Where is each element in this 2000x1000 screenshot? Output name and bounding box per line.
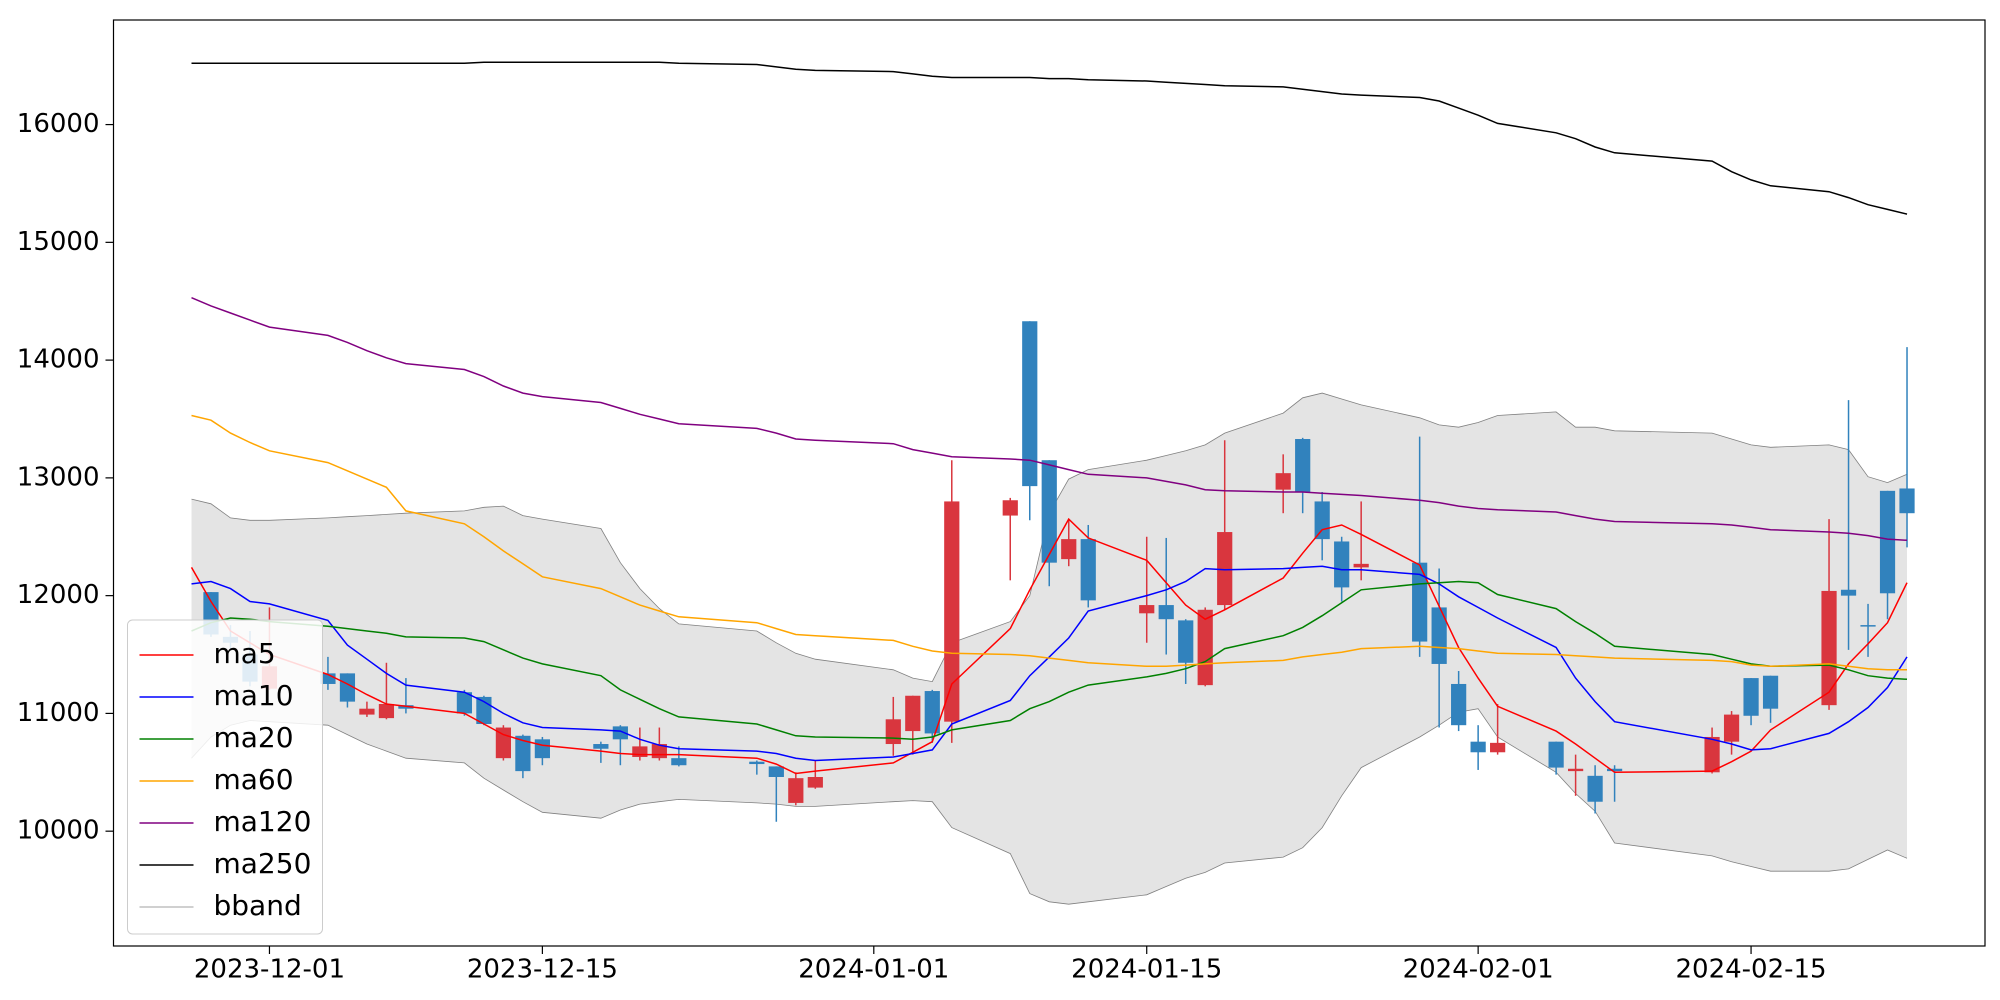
x-tick-label: 2023-12-15	[467, 955, 618, 985]
candle-body	[1275, 473, 1291, 490]
candle-body	[1879, 490, 1896, 594]
candle-body	[1061, 539, 1077, 560]
candle-body	[320, 673, 336, 684]
candle-body	[905, 695, 921, 732]
candle-body	[1821, 590, 1837, 706]
candle-body	[924, 691, 940, 734]
legend-label: bband	[214, 889, 302, 922]
y-tick-label: 11000	[17, 698, 100, 728]
candle-body	[1568, 768, 1584, 772]
legend-label: ma5	[214, 637, 276, 670]
candle-body	[1451, 683, 1467, 726]
y-tick-label: 13000	[17, 462, 100, 492]
candle-body	[534, 739, 550, 759]
candle-body	[1723, 714, 1740, 742]
candle-body	[1080, 539, 1096, 601]
candle-body	[1197, 609, 1213, 686]
candle-body	[593, 744, 609, 749]
candle-body	[1139, 605, 1155, 614]
candle-body	[1548, 741, 1564, 768]
candle-body	[1022, 321, 1038, 487]
ma-line	[191, 580, 1908, 741]
plot-frame	[112, 19, 1986, 947]
candle-body	[1002, 500, 1018, 516]
candle-body	[788, 778, 804, 803]
candle-body	[339, 673, 356, 702]
candle-body	[1041, 460, 1057, 563]
legend-label: ma120	[214, 805, 312, 838]
candle-body	[1587, 775, 1603, 802]
candle-body	[515, 735, 531, 772]
band-fill	[191, 393, 1907, 905]
candle-body	[1217, 532, 1233, 606]
candle-body	[1743, 678, 1759, 716]
x-tick-label: 2024-01-15	[1071, 955, 1222, 985]
candle-body	[1470, 741, 1486, 753]
candle-body	[944, 501, 960, 722]
candle-body	[632, 746, 648, 757]
candle-body	[359, 708, 375, 715]
candle-body	[1295, 439, 1311, 493]
candle-body	[885, 719, 901, 745]
candle-body	[1762, 675, 1779, 709]
candle-body	[671, 758, 687, 766]
x-tick-label: 2024-02-15	[1676, 955, 1827, 985]
candle-body	[456, 692, 473, 714]
candle-body	[612, 726, 628, 740]
candle-body	[1334, 541, 1350, 588]
candle-body	[1158, 605, 1174, 620]
ma-line	[190, 517, 1908, 775]
legend-box	[127, 619, 323, 935]
candle-body	[1431, 607, 1447, 664]
candle-body	[807, 777, 823, 788]
candle-body	[1860, 625, 1876, 627]
candle-body	[1314, 501, 1330, 540]
ma-line	[191, 565, 1908, 762]
candle-body	[378, 703, 395, 719]
x-tick-label: 2024-02-01	[1403, 955, 1554, 985]
candle-body	[768, 766, 784, 778]
legend-label: ma10	[214, 679, 294, 712]
x-tick-label: 2023-12-01	[194, 955, 345, 985]
candle-body	[1178, 620, 1194, 663]
candle-body	[749, 761, 765, 765]
y-tick-label: 10000	[17, 816, 100, 846]
ma-line	[191, 61, 1908, 215]
y-tick-label: 16000	[17, 109, 100, 139]
y-tick-label: 12000	[17, 580, 100, 610]
legend: ma5 ma10 ma20 ma60 ma120 ma250 bband	[127, 619, 323, 935]
y-tick-label: 15000	[17, 227, 100, 257]
plot-area: 10000 11000 12000 13000 14000 15000 16000 2023-…	[17, 19, 1986, 985]
candle-body	[1606, 768, 1623, 772]
y-tick-label: 14000	[17, 345, 100, 375]
candle-body	[1704, 736, 1720, 773]
legend-label: ma60	[214, 763, 294, 796]
ma-line	[191, 297, 1908, 542]
candle-body	[1412, 562, 1428, 642]
candle-body	[1490, 742, 1506, 753]
legend-label: ma250	[214, 847, 312, 880]
candle-body	[1353, 563, 1369, 568]
candle-body	[1899, 488, 1915, 514]
legend-label: ma20	[214, 721, 294, 754]
x-tick-label: 2024-01-01	[798, 955, 949, 985]
ma-line	[191, 414, 1907, 671]
candle-body	[1840, 589, 1857, 596]
